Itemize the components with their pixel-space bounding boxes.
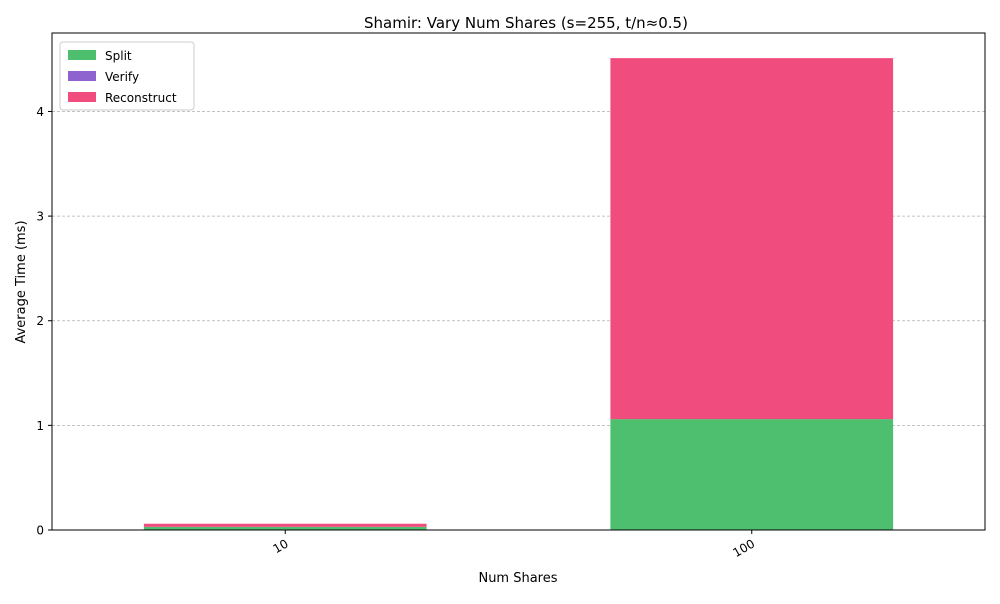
bar-split — [143, 526, 427, 530]
y-axis-ticks: 0 1 2 3 4 — [36, 105, 52, 538]
y-tick-label: 1 — [36, 419, 44, 433]
bar-reconstruct — [610, 58, 894, 420]
legend-label-verify: Verify — [105, 70, 139, 84]
legend-label-split: Split — [105, 49, 132, 63]
legend-swatch-verify — [68, 71, 96, 81]
y-axis-label: Average Time (ms) — [14, 220, 29, 343]
x-tick-label: 100 — [730, 536, 757, 560]
bar-reconstruct — [143, 523, 427, 527]
y-tick-label: 3 — [36, 210, 44, 224]
bars — [143, 58, 894, 530]
chart-title: Shamir: Vary Num Shares (s=255, t/n≈0.5) — [364, 14, 688, 32]
plot-frame — [51, 32, 986, 531]
y-tick-label: 2 — [36, 314, 44, 328]
legend-swatch-reconstruct — [68, 92, 96, 102]
x-axis-label: Num Shares — [478, 571, 557, 586]
bar-split — [610, 419, 894, 530]
legend: Split Verify Reconstruct — [59, 41, 195, 111]
y-tick-label: 4 — [36, 105, 44, 119]
legend-swatch-split — [68, 50, 96, 60]
x-axis-ticks: 10 100 — [271, 530, 757, 560]
y-tick-label: 0 — [36, 524, 44, 538]
legend-label-reconstruct: Reconstruct — [105, 91, 177, 105]
x-tick-label: 10 — [271, 536, 291, 556]
